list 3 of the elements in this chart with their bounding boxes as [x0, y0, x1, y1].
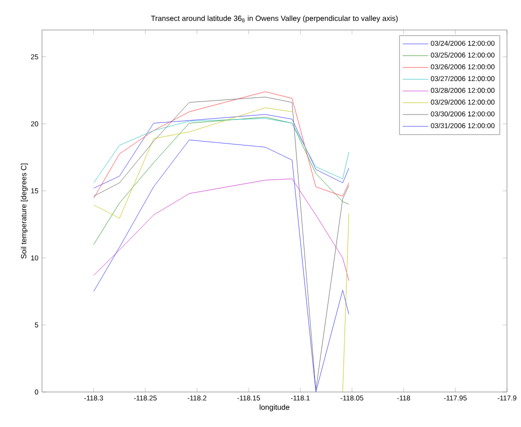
line-series	[93, 91, 350, 198]
line-series	[93, 178, 350, 281]
line-series	[93, 116, 350, 245]
